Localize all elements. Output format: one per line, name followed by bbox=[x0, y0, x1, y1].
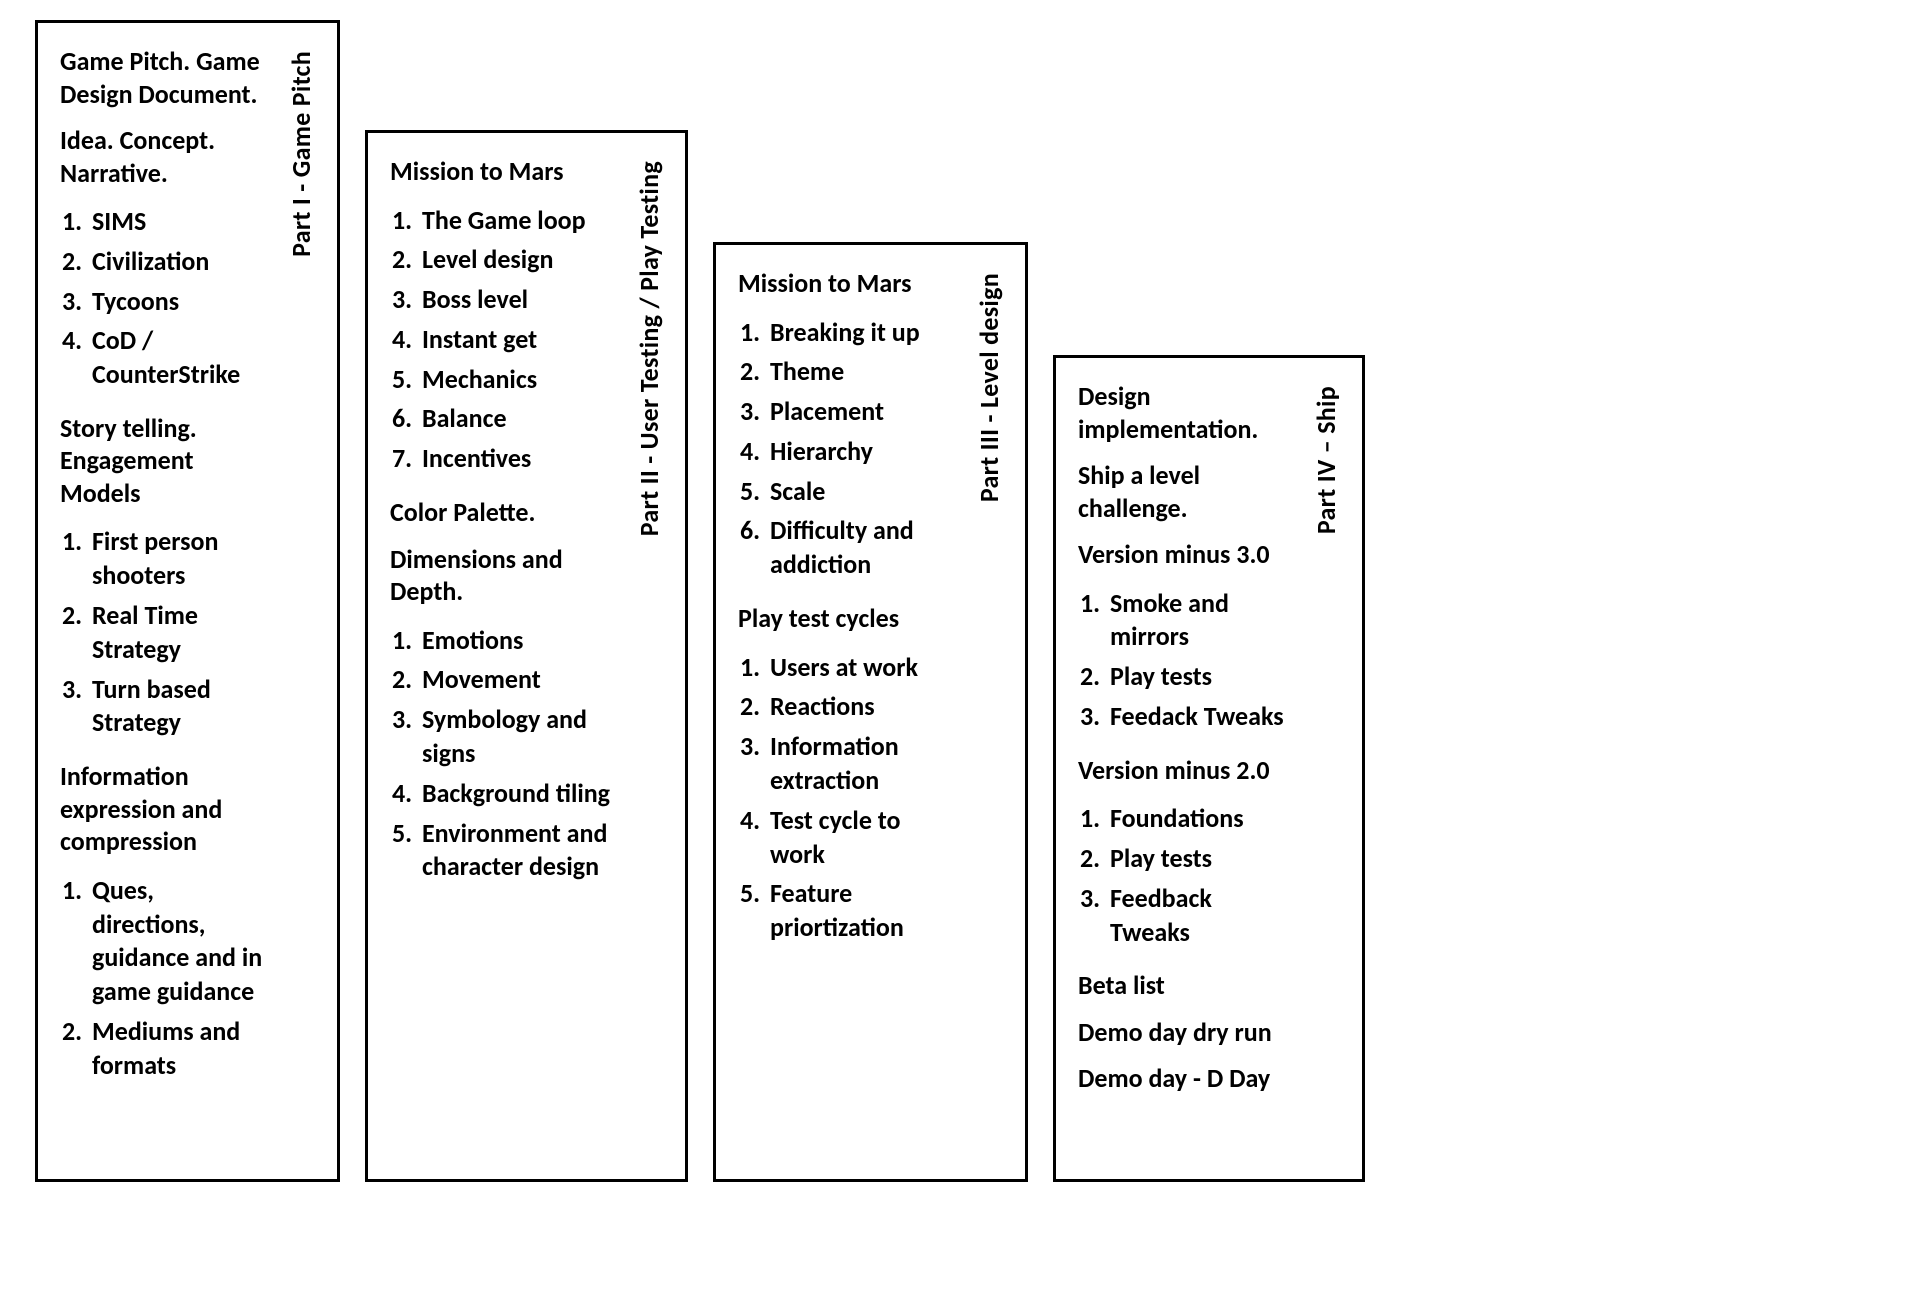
list-item: The Game loop bbox=[418, 204, 617, 238]
list-item: Ques, directions, guidance and in game g… bbox=[88, 874, 269, 1009]
list-item: Theme bbox=[766, 355, 957, 389]
list-item: Turn based Strategy bbox=[88, 673, 269, 741]
list-item: Balance bbox=[418, 402, 617, 436]
list-item: Mediums and formats bbox=[88, 1015, 269, 1083]
list-item: Real Time Strategy bbox=[88, 599, 269, 667]
list-item: Movement bbox=[418, 663, 617, 697]
card-part1: Part I - Game Pitch Game Pitch. Game Desi… bbox=[35, 20, 340, 1182]
card-text: Idea. Concept. Narrative. bbox=[60, 124, 269, 189]
list-item: Instant get bbox=[418, 323, 617, 357]
card-list: Users at work Reactions Information extrac… bbox=[738, 649, 957, 951]
diagram-canvas: Part I - Game Pitch Game Pitch. Game Desi… bbox=[0, 0, 1925, 1298]
card-part3: Part III - Level design Mission to Mars Br… bbox=[713, 242, 1028, 1182]
card-list: The Game loop Level design Boss level Insta… bbox=[390, 202, 617, 483]
card-part2: Part II - User Testing / Play Testing Mis… bbox=[365, 130, 688, 1182]
card-text: Dimensions and Depth. bbox=[390, 543, 617, 608]
card-text: Play test cycles bbox=[738, 602, 957, 635]
card-text: Version minus 2.0 bbox=[1078, 754, 1294, 787]
card-text: Information expression and compression bbox=[60, 760, 269, 858]
list-item: Play tests bbox=[1106, 660, 1294, 694]
card-text: Story telling. Engagement Models bbox=[60, 412, 269, 510]
card-text: Beta list bbox=[1078, 969, 1294, 1002]
list-item: SIMS bbox=[88, 205, 269, 239]
card-sidelabel: Part IV – Ship bbox=[1310, 386, 1342, 534]
card-text: Color Palette. bbox=[390, 496, 617, 529]
list-item: Feature priortization bbox=[766, 877, 957, 945]
list-item: Play tests bbox=[1106, 842, 1294, 876]
list-item: CoD / CounterStrike bbox=[88, 324, 269, 392]
card-text: Mission to Mars bbox=[390, 155, 617, 188]
list-item: Environment and character design bbox=[418, 817, 617, 885]
list-item: Scale bbox=[766, 475, 957, 509]
list-item: Foundations bbox=[1106, 802, 1294, 836]
card-text: Game Pitch. Game Design Document. bbox=[60, 45, 269, 110]
card-text: Version minus 3.0 bbox=[1078, 538, 1294, 571]
card-list: Smoke and mirrors Play tests Feedack Tweak… bbox=[1078, 585, 1294, 740]
list-item: Information extraction bbox=[766, 730, 957, 798]
list-item: Level design bbox=[418, 243, 617, 277]
list-item: First person shooters bbox=[88, 525, 269, 593]
card-text: Ship a level challenge. bbox=[1078, 459, 1294, 524]
card-sidelabel: Part II - User Testing / Play Testing bbox=[633, 161, 665, 536]
list-item: Symbology and signs bbox=[418, 703, 617, 771]
list-item: Background tiling bbox=[418, 777, 617, 811]
list-item: Emotions bbox=[418, 624, 617, 658]
card-sidelabel: Part III - Level design bbox=[973, 273, 1005, 502]
list-item: Placement bbox=[766, 395, 957, 429]
list-item: Difficulty and addiction bbox=[766, 514, 957, 582]
list-item: Boss level bbox=[418, 283, 617, 317]
card-text: Demo day dry run bbox=[1078, 1016, 1294, 1049]
list-item: Feedback Tweaks bbox=[1106, 882, 1294, 950]
list-item: Mechanics bbox=[418, 363, 617, 397]
list-item: Civilization bbox=[88, 245, 269, 279]
card-list: SIMS Civilization Tycoons CoD / CounterStri… bbox=[60, 203, 269, 398]
list-item: Hierarchy bbox=[766, 435, 957, 469]
list-item: Reactions bbox=[766, 690, 957, 724]
card-list: Emotions Movement Symbology and signs Backg… bbox=[390, 622, 617, 891]
card-text: Design implementation. bbox=[1078, 380, 1294, 445]
card-part4: Part IV – Ship Design implementation. Ship… bbox=[1053, 355, 1365, 1182]
card-list: Foundations Play tests Feedback Tweaks bbox=[1078, 800, 1294, 955]
card-list: Ques, directions, guidance and in game g… bbox=[60, 872, 269, 1089]
list-item: Tycoons bbox=[88, 285, 269, 319]
list-item: Smoke and mirrors bbox=[1106, 587, 1294, 655]
card-text: Demo day - D Day bbox=[1078, 1062, 1294, 1095]
card-list: Breaking it up Theme Placement Hierarchy Sca… bbox=[738, 314, 957, 589]
card-list: First person shootersReal Time StrategyT… bbox=[60, 523, 269, 746]
card-sidelabel: Part I - Game Pitch bbox=[285, 51, 317, 257]
list-item: Users at work bbox=[766, 651, 957, 685]
list-item: Incentives bbox=[418, 442, 617, 476]
card-text: Mission to Mars bbox=[738, 267, 957, 300]
list-item: Feedack Tweaks bbox=[1106, 700, 1294, 734]
list-item: Breaking it up bbox=[766, 316, 957, 350]
list-item: Test cycle to work bbox=[766, 804, 957, 872]
